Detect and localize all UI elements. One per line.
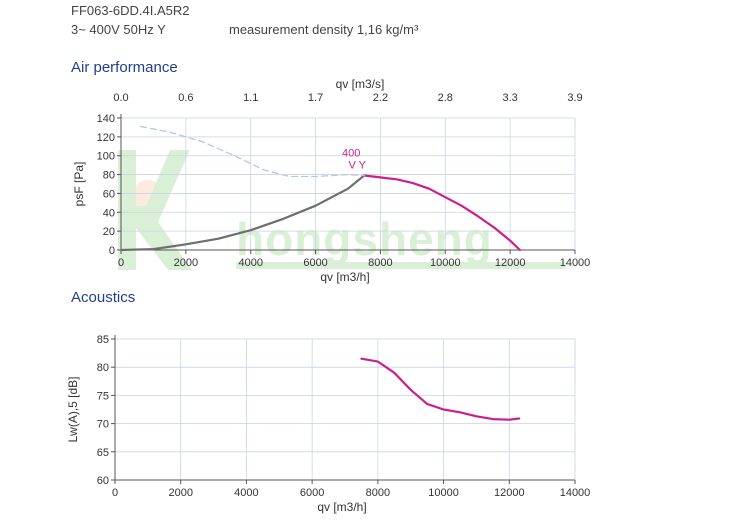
x2-tick-label: 0.6	[178, 92, 193, 104]
y-tick-label: 85	[97, 334, 109, 346]
x-tick-label: 12000	[494, 487, 525, 499]
y-tick-label: 65	[97, 447, 109, 459]
y-tick-label: 120	[97, 132, 115, 144]
x2-tick-label: 2.8	[438, 92, 453, 104]
watermark-mark	[118, 150, 192, 270]
series-operating-line	[363, 174, 522, 252]
x-tick-label: 6000	[300, 487, 324, 499]
x2-tick-label: 3.3	[502, 92, 517, 104]
air-performance-title: Air performance	[71, 59, 178, 76]
x2-axis-label: qv [m3/s]	[336, 77, 385, 91]
y-axis-label: Lw(A),5 [dB]	[66, 376, 80, 442]
x2-tick-label: 3.9	[567, 92, 582, 104]
y-tick-label: 75	[97, 390, 109, 402]
y-tick-label: 60	[97, 475, 109, 487]
y-tick-label: 40	[103, 207, 115, 219]
x2-tick-label: 1.1	[243, 92, 258, 104]
x-tick-label: 14000	[560, 257, 591, 269]
y-tick-label: 70	[97, 419, 109, 431]
x2-tick-label: 2.2	[373, 92, 388, 104]
series-system-line	[119, 174, 366, 252]
series-sound-line	[360, 357, 521, 421]
x-axis-label: qv [m3/h]	[317, 500, 366, 514]
y-tick-label: 20	[103, 226, 115, 238]
x-tick-label: 2000	[168, 487, 192, 499]
x-tick-label: 10000	[428, 487, 459, 499]
curve-label-speed: 400	[342, 148, 360, 160]
y-tick-label: 60	[103, 188, 115, 200]
x-tick-label: 6000	[303, 257, 327, 269]
y-tick-label: 0	[109, 245, 115, 257]
x-tick-label: 2000	[174, 257, 198, 269]
chart-1: 0 2000 4000 6000 8000 10000 12000 14000 60 65 70 75…	[66, 334, 590, 514]
series-unstable-line	[139, 125, 365, 178]
x-tick-label: 0	[118, 257, 124, 269]
x-tick-label: 4000	[238, 257, 262, 269]
x-tick-label: 14000	[560, 487, 591, 499]
x2-tick-label: 1.7	[308, 92, 323, 104]
watermark-sun	[132, 180, 164, 212]
y-tick-label: 80	[97, 362, 109, 374]
x-tick-label: 10000	[430, 257, 461, 269]
x-tick-label: 4000	[234, 487, 258, 499]
x-tick-label: 8000	[368, 257, 392, 269]
y-axis-label: psF [Pa]	[72, 162, 86, 207]
y-tick-label: 140	[97, 113, 115, 125]
watermark-logo: hongsheng	[118, 150, 566, 270]
curve-label-connection: V Y	[348, 160, 366, 172]
x-tick-label: 8000	[366, 487, 390, 499]
watermark-underline	[236, 262, 566, 269]
x2-tick-label: 0.0	[113, 92, 128, 104]
acoustics-title: Acoustics	[71, 289, 136, 306]
x-tick-label: 12000	[495, 257, 526, 269]
x-tick-label: 0	[112, 487, 118, 499]
y-tick-label: 80	[103, 170, 115, 182]
supply-spec: 3~ 400V 50Hz Y	[71, 22, 166, 37]
watermark-text: hongsheng	[236, 213, 493, 265]
measurement-density: measurement density 1,16 kg/m³	[229, 22, 419, 37]
y-tick-label: 100	[97, 151, 115, 163]
model-code: FF063-6DD.4I.A5R2	[71, 3, 190, 18]
x-axis-label: qv [m3/h]	[320, 270, 369, 284]
chart-0: 0 2000 4000 6000 8000 10000 12000 14000 0 20 40 60 8…	[72, 77, 590, 284]
